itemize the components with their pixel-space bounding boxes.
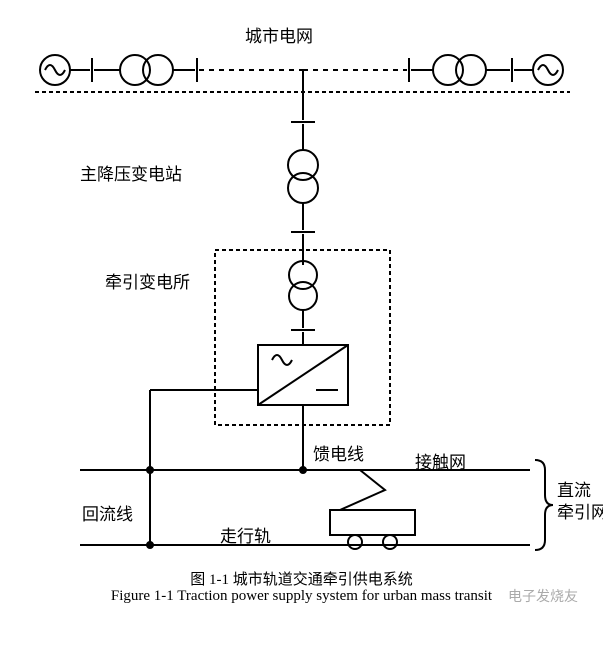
label-dc-l2: 牵引网 (557, 503, 603, 522)
label-return-line: 回流线 (82, 500, 133, 525)
label-city-grid: 城市电网 (245, 22, 313, 47)
label-contact-network: 接触网 (415, 448, 466, 473)
label-traction-substation: 牵引变电所 (105, 268, 190, 293)
traction-power-diagram: 城市电网 主降压变电站 牵引变电所 馈电线 接触网 回流线 走行轨 直流 牵引网… (20, 20, 583, 625)
label-dc-l1: 直流 (557, 481, 591, 500)
label-feeder-line: 馈电线 (313, 440, 364, 465)
label-dc-traction-network: 直流 牵引网 (557, 480, 603, 524)
caption-zh: 图 1-1 城市轨道交通牵引供电系统 (20, 568, 583, 589)
label-running-rail: 走行轨 (220, 522, 271, 547)
watermark: 电子发烧友 (508, 586, 578, 606)
label-main-stepdown: 主降压变电站 (80, 160, 182, 185)
schematic-svg (20, 20, 583, 625)
caption-en: Figure 1-1 Traction power supply system … (20, 588, 583, 605)
